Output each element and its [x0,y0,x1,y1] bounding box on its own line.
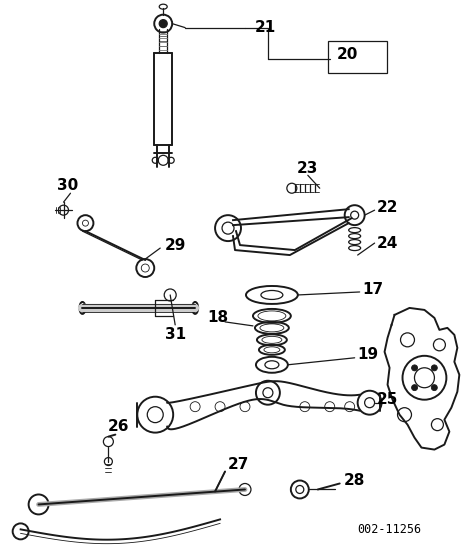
Text: 24: 24 [377,235,398,250]
Text: 22: 22 [377,200,398,215]
Circle shape [431,385,438,391]
Text: 31: 31 [164,328,186,342]
Text: 29: 29 [164,238,186,253]
Text: 18: 18 [208,310,228,325]
Text: 20: 20 [337,47,358,62]
Text: 30: 30 [57,178,78,193]
Circle shape [411,385,418,391]
Text: 21: 21 [254,20,275,35]
Text: 002-11256: 002-11256 [357,523,421,536]
Text: 26: 26 [108,419,129,434]
Text: 28: 28 [344,473,365,488]
Text: 25: 25 [377,392,398,407]
Text: 19: 19 [357,347,378,362]
Circle shape [411,365,418,371]
Circle shape [159,20,167,27]
Text: 17: 17 [362,282,383,297]
Text: 23: 23 [297,161,319,176]
Text: 27: 27 [228,457,249,472]
Circle shape [431,365,438,371]
